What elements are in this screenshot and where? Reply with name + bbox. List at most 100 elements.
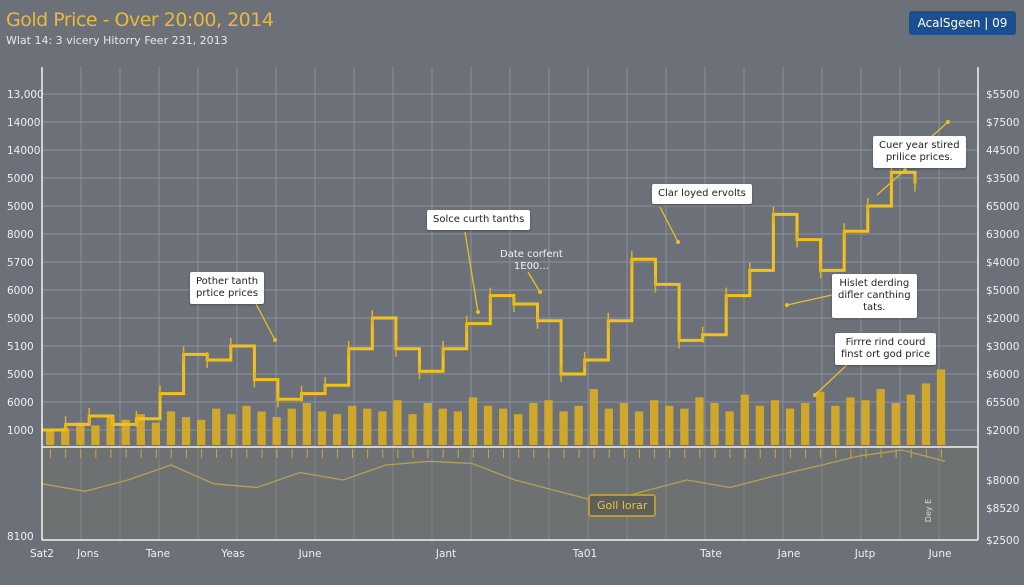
x-tick-label: Ta01 — [572, 548, 597, 560]
legend-gold-indicator: Goll lorar — [588, 494, 657, 517]
x-tick-label: Yeas — [220, 548, 244, 560]
annotation-3: Date corfent 1E00... — [500, 249, 563, 272]
y-tick-label-right: $5000 — [986, 285, 1019, 297]
annotation-leader — [876, 169, 906, 196]
volume-bar — [755, 405, 765, 445]
y-tick-label-right-lower: $2500 — [986, 535, 1019, 547]
y-tick-label-right: $6000 — [986, 369, 1019, 381]
volume-bar — [287, 408, 296, 445]
annotation-leader — [786, 294, 833, 306]
y-tick-label-left: 5700 — [7, 257, 34, 269]
leader-arrowhead — [476, 310, 480, 314]
lower-panel-bg — [42, 447, 978, 540]
volume-bar — [906, 394, 916, 445]
annotation-leaders — [254, 120, 950, 397]
annotation-4: Clar loyed ervolts — [652, 184, 752, 204]
volume-bar — [151, 422, 161, 445]
annotation-leader — [527, 271, 541, 293]
x-tick-label: Jutp — [854, 548, 876, 560]
leader-arrowhead — [813, 393, 817, 397]
volume-bar — [181, 417, 191, 445]
y-tick-label-right: 63000 — [986, 229, 1019, 241]
y-tick-label-right: $4000 — [986, 257, 1019, 269]
x-tick-label: Jant — [435, 548, 456, 560]
y-tick-label-right-lower: $8000 — [986, 475, 1019, 487]
y-tick-label-right: $7500 — [986, 117, 1019, 129]
source-badge[interactable]: AcalSgeen | 09 — [909, 11, 1016, 35]
x-tick-label: Sat2 — [30, 548, 54, 560]
volume-bar — [272, 417, 281, 445]
annotation-7: Firrre rind courd finst ort god price — [835, 333, 937, 365]
volume-bar — [665, 405, 674, 445]
y-tick-label-right: 44500 — [986, 145, 1019, 157]
y-tick-label-left: 8000 — [7, 229, 34, 241]
chart-subtitle: Wlat 14: 3 vicery Hitorry Feer 231, 2013 — [6, 34, 228, 47]
volume-bar — [332, 414, 342, 445]
annotation-2: Solce curth tanths — [427, 210, 531, 230]
volume-bar — [166, 411, 176, 445]
volume-bar — [740, 394, 749, 445]
y-tick-label-left: 13,000 — [7, 89, 44, 101]
y-tick-label-left: 1000 — [7, 425, 34, 437]
price-series — [41, 164, 917, 438]
volume-bar — [861, 400, 870, 445]
y-tick-label-right: $3500 — [986, 173, 1019, 185]
x-tick-label: June — [298, 548, 322, 560]
volume-bar — [634, 411, 644, 445]
volume-bar — [46, 431, 55, 445]
y-tick-label-left: 6000 — [7, 285, 34, 297]
volume-bar — [710, 403, 719, 445]
y-tick-label-left: 5000 — [7, 173, 34, 185]
volume-bar — [936, 369, 946, 445]
y-tick-label-right: $2000 — [986, 313, 1019, 325]
volume-bar — [801, 403, 810, 445]
y-tick-label-left: 14000 — [7, 145, 40, 157]
annotation-1: Pother tanth prtice prices — [190, 272, 265, 304]
y-tick-label-right: 65000 — [986, 201, 1019, 213]
y-tick-label-left: 5100 — [7, 341, 34, 353]
volume-bar — [91, 425, 100, 445]
y-tick-label-left: 14000 — [7, 117, 40, 129]
x-tick-label: Jons — [76, 548, 99, 560]
y-tick-label-left: 5000 — [7, 369, 34, 381]
y-tick-label-left: 5000 — [7, 201, 34, 213]
volume-bar — [831, 405, 840, 445]
volume-bar — [227, 414, 236, 445]
annotation-5: Cuer year stired prilice prices. — [873, 136, 966, 168]
volume-bar — [846, 397, 855, 445]
volume-bar — [725, 411, 734, 445]
volume-bar — [770, 400, 780, 445]
volume-bar — [378, 411, 387, 445]
axes — [41, 67, 979, 541]
leader-arrowhead — [676, 240, 680, 244]
y-tick-label-right-lower: $8520 — [986, 503, 1019, 515]
volume-bar — [650, 400, 659, 445]
volume-bar — [438, 408, 447, 445]
annotation-6: Hislet derding difler canthing tats. — [832, 274, 917, 318]
leader-arrowhead — [273, 338, 277, 342]
y-tick-label-right: $2000 — [986, 425, 1019, 437]
volume-bar — [121, 419, 130, 445]
volume-bar — [106, 417, 115, 445]
x-tick-label: Tane — [145, 548, 170, 560]
leader-arrowhead — [946, 120, 950, 124]
volume-bar — [816, 391, 825, 445]
annotation-leader — [254, 301, 276, 341]
volume-bar — [212, 408, 221, 445]
volume-bar — [785, 408, 795, 445]
volume-bar — [317, 411, 327, 445]
volume-bar — [197, 419, 206, 445]
tick-labels: 1000 6000 5000 5100 5000 6000 5700 8000 5000 5000… — [7, 89, 1019, 560]
volume-bar — [544, 400, 553, 445]
volume-bar — [499, 408, 508, 445]
y-tick-label-right: $5500 — [986, 89, 1019, 101]
indicator-line — [41, 449, 946, 504]
volume-bar — [468, 397, 478, 445]
volume-bar — [393, 400, 402, 445]
volume-bar — [302, 403, 312, 445]
volume-bar — [695, 397, 704, 445]
volume-bar — [363, 408, 372, 445]
volume-bar — [529, 403, 538, 445]
volume-bar — [136, 414, 145, 445]
volume-bar — [423, 403, 432, 445]
